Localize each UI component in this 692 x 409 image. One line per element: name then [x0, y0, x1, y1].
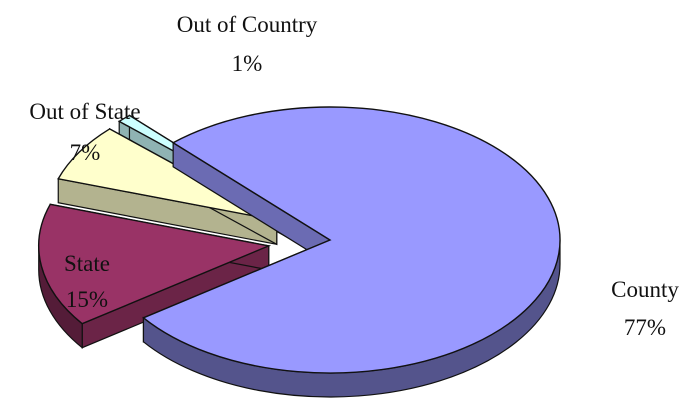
slice-label-out-of-state: Out of State [29, 99, 140, 124]
slice-label-state: State [64, 251, 110, 276]
slice-value-state: 15% [66, 287, 108, 312]
slice-top-state [38, 203, 272, 325]
slice-value-county: 77% [624, 315, 666, 340]
slice-top-county [142, 106, 561, 374]
slice-value-out-of-state: 7% [70, 140, 101, 165]
slice-county [142, 106, 561, 398]
pie-labels: County 77% State 15% Out of State 7% Out… [29, 12, 679, 340]
slice-state [38, 203, 272, 349]
slice-label-county: County [611, 277, 679, 302]
slice-value-out-of-country: 1% [232, 51, 263, 76]
slice-label-out-of-country: Out of Country [177, 12, 318, 37]
pie-slices [38, 106, 561, 398]
